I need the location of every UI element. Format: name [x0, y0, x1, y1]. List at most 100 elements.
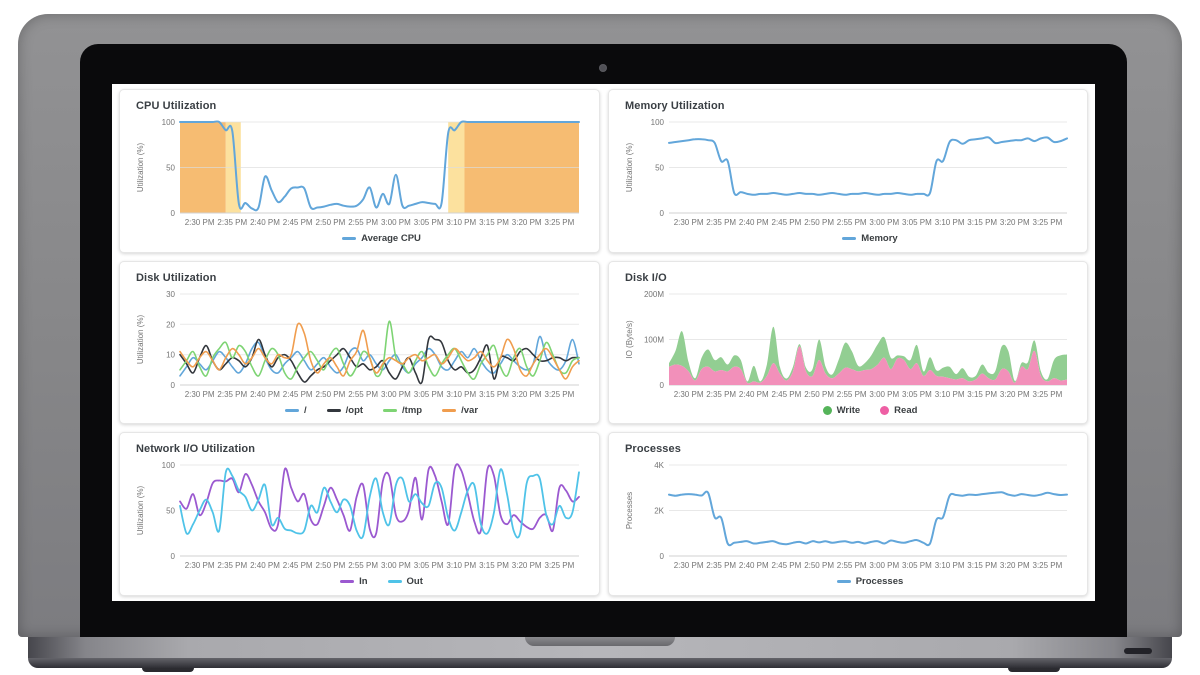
svg-text:Utilization (%): Utilization (%): [136, 142, 145, 192]
svg-text:0: 0: [660, 209, 665, 218]
legend-label: Memory: [861, 232, 898, 244]
svg-text:3:00 PM: 3:00 PM: [869, 561, 899, 570]
svg-text:3:15 PM: 3:15 PM: [479, 390, 509, 399]
processes-chart[interactable]: 0 2K 4K Processes 2:30 PM 2:35 PM 2:40 PM 2:45 …: [623, 458, 1073, 573]
svg-text:3:15 PM: 3:15 PM: [967, 561, 997, 570]
svg-text:2K: 2K: [654, 507, 664, 516]
svg-text:2:55 PM: 2:55 PM: [348, 218, 378, 227]
legend-item: /opt: [326, 404, 364, 416]
svg-text:3:25 PM: 3:25 PM: [1033, 561, 1063, 570]
svg-text:2:45 PM: 2:45 PM: [283, 390, 313, 399]
chart-title: CPU Utilization: [136, 100, 217, 112]
legend-item: Read: [880, 405, 917, 416]
chart-legend: / /opt/tmp/var: [134, 402, 585, 418]
legend-label: /opt: [345, 404, 364, 416]
chart-card-memory-utilization: Memory Utilization 0 50 100 Utilization (%)…: [608, 89, 1088, 253]
webcam-icon: [599, 64, 607, 72]
disk-utilization-chart[interactable]: 0 10 20 30 Utilization (%) 2:30 PM 2:35 PM 2:40…: [134, 287, 585, 402]
svg-text:2:50 PM: 2:50 PM: [804, 561, 834, 570]
chart-title: Memory Utilization: [625, 100, 725, 112]
legend-label: /: [303, 404, 307, 416]
svg-text:Utilization (%): Utilization (%): [136, 314, 145, 364]
svg-text:3:10 PM: 3:10 PM: [935, 390, 965, 399]
svg-text:3:00 PM: 3:00 PM: [869, 218, 899, 227]
legend-label: Read: [894, 404, 918, 416]
svg-text:3:25 PM: 3:25 PM: [545, 561, 575, 570]
legend-item: /var: [442, 405, 478, 416]
svg-text:100M: 100M: [644, 335, 664, 344]
chart-card-network-io-utilization: Network I/O Utilization 0 50 100 Utilizatio…: [119, 432, 600, 596]
cpu-utilization-chart[interactable]: 0 50 100 Utilization (%) 2:30 PM 2:35 PM 2:40 …: [134, 115, 585, 230]
svg-text:2:55 PM: 2:55 PM: [837, 390, 867, 399]
memory-utilization-chart[interactable]: 0 50 100 Utilization (%) 2:30 PM 2:35 PM 2:40 …: [623, 115, 1073, 230]
svg-text:2:45 PM: 2:45 PM: [283, 218, 313, 227]
chart-card-disk-utilization: Disk Utilization 0 10 20 30 Utilization (%) 2…: [119, 260, 600, 425]
chart-legend: Write Read: [623, 402, 1073, 418]
legend-item: /: [284, 404, 307, 416]
svg-text:50: 50: [166, 507, 175, 516]
svg-text:3:05 PM: 3:05 PM: [902, 218, 932, 227]
vent-port: [1124, 648, 1152, 654]
legend-label: /var: [461, 404, 479, 416]
svg-text:2:55 PM: 2:55 PM: [837, 561, 867, 570]
svg-text:2:45 PM: 2:45 PM: [772, 561, 802, 570]
svg-text:3:05 PM: 3:05 PM: [414, 390, 444, 399]
legend-line-swatch: [836, 580, 851, 584]
network-io-chart[interactable]: 0 50 100 Utilization (%) 2:30 PM 2:35 PM 2:40 …: [134, 458, 585, 573]
svg-text:2:30 PM: 2:30 PM: [674, 218, 704, 227]
svg-text:2:40 PM: 2:40 PM: [250, 218, 280, 227]
svg-text:2:30 PM: 2:30 PM: [674, 390, 704, 399]
svg-text:2:30 PM: 2:30 PM: [674, 561, 704, 570]
legend-item: In: [340, 576, 368, 588]
legend-line-swatch: [387, 580, 402, 584]
legend-dot-swatch: [822, 405, 832, 415]
legend-item: Processes: [836, 576, 903, 587]
svg-text:2:40 PM: 2:40 PM: [739, 390, 769, 399]
svg-text:0: 0: [171, 381, 176, 390]
svg-text:2:30 PM: 2:30 PM: [185, 561, 215, 570]
svg-text:2:35 PM: 2:35 PM: [217, 561, 247, 570]
svg-text:3:10 PM: 3:10 PM: [446, 218, 476, 227]
svg-text:3:10 PM: 3:10 PM: [446, 390, 476, 399]
svg-text:3:00 PM: 3:00 PM: [381, 390, 411, 399]
svg-text:3:05 PM: 3:05 PM: [902, 390, 932, 399]
chart-card-cpu-utilization: CPU Utilization 0 50 100 Utilization (%) 2:3…: [119, 89, 600, 253]
svg-text:4K: 4K: [654, 461, 664, 470]
legend-label: Average CPU: [361, 232, 421, 244]
chart-title: Disk Utilization: [136, 271, 217, 284]
svg-text:20: 20: [166, 320, 175, 329]
svg-text:3:00 PM: 3:00 PM: [869, 390, 899, 399]
svg-text:3:20 PM: 3:20 PM: [512, 561, 542, 570]
legend-item: /tmp: [383, 405, 422, 416]
lid-opening-notch: [525, 637, 675, 646]
svg-text:2:35 PM: 2:35 PM: [217, 218, 247, 227]
legend-line-swatch: [842, 236, 857, 240]
svg-text:100: 100: [162, 461, 176, 470]
svg-text:2:35 PM: 2:35 PM: [706, 390, 736, 399]
svg-text:2:45 PM: 2:45 PM: [772, 390, 802, 399]
svg-text:2:55 PM: 2:55 PM: [348, 561, 378, 570]
legend-label: In: [359, 576, 368, 588]
svg-text:3:10 PM: 3:10 PM: [446, 561, 476, 570]
legend-label: Out: [406, 576, 423, 588]
chart-title: Processes: [625, 443, 681, 456]
disk-io-chart[interactable]: 0 100M 200M IO (Byte/s) 2:30 PM 2:35 PM 2:40 P…: [623, 287, 1073, 402]
laptop-base: [28, 637, 1172, 658]
legend-label: /tmp: [402, 404, 423, 416]
legend-line-swatch: [326, 408, 341, 412]
svg-text:2:30 PM: 2:30 PM: [185, 218, 215, 227]
svg-text:Utilization (%): Utilization (%): [625, 142, 634, 192]
svg-text:2:50 PM: 2:50 PM: [804, 218, 834, 227]
legend-line-swatch: [342, 236, 357, 240]
chart-title: Disk I/O: [625, 271, 667, 284]
legend-dot-swatch: [880, 405, 890, 415]
svg-text:2:35 PM: 2:35 PM: [706, 561, 736, 570]
svg-text:0: 0: [171, 209, 176, 218]
svg-text:50: 50: [166, 164, 175, 173]
chart-legend: Average CPU: [134, 230, 585, 246]
svg-text:2:50 PM: 2:50 PM: [804, 390, 834, 399]
legend-label: Write: [836, 404, 861, 416]
svg-text:2:35 PM: 2:35 PM: [706, 218, 736, 227]
chart-card-disk-io: Disk I/O 0 100M 200M IO (Byte/s) 2:30 PM 2:35…: [608, 260, 1088, 425]
